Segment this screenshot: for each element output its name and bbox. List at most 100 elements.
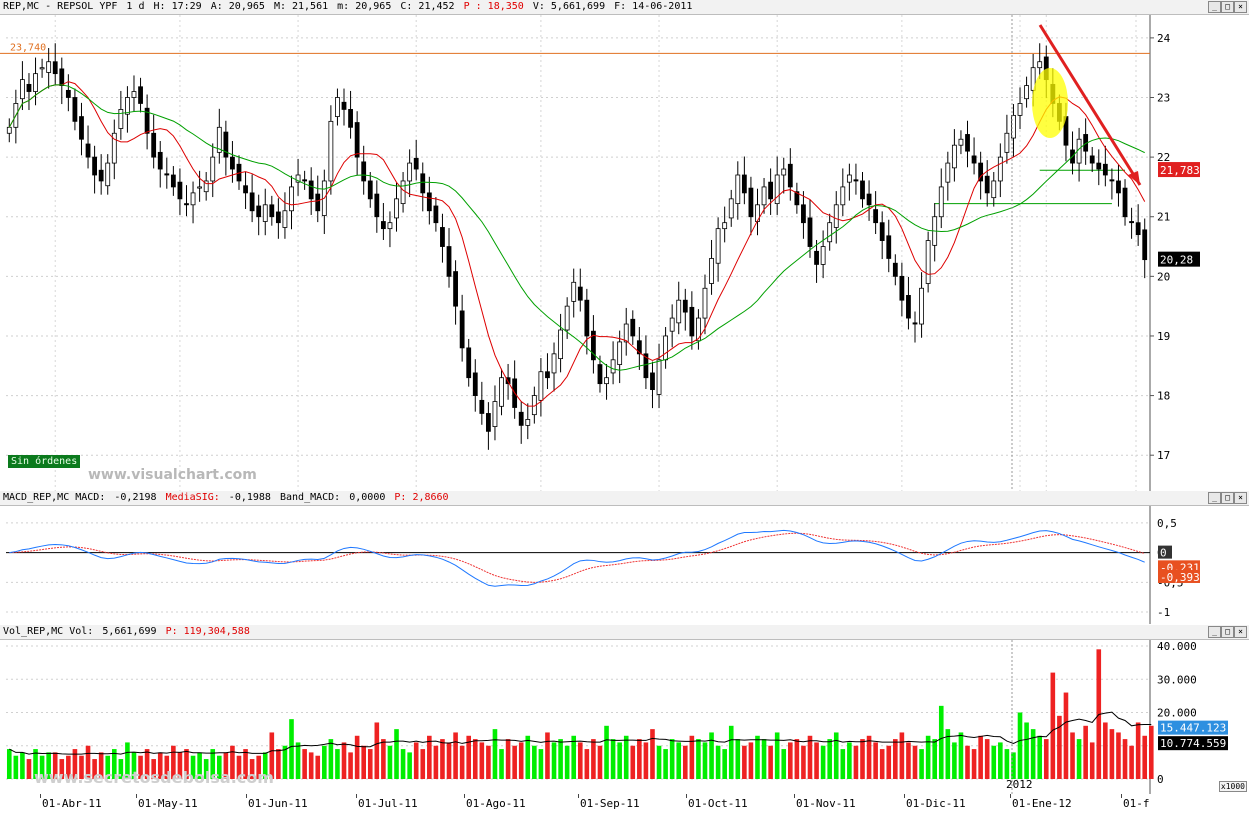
volume-bar — [748, 742, 754, 779]
volume-bar — [302, 749, 307, 779]
candle — [1135, 222, 1141, 236]
volume-bar — [374, 722, 380, 779]
candle — [479, 399, 485, 414]
candle — [551, 353, 557, 374]
candle — [774, 174, 780, 205]
close-icon[interactable]: × — [1234, 1, 1247, 13]
candle — [696, 317, 701, 342]
candle — [984, 175, 990, 194]
volume-bar — [1030, 729, 1036, 779]
volume-bar — [72, 749, 78, 779]
volume-bar — [761, 739, 767, 779]
candle — [965, 134, 970, 152]
volume-bar — [938, 705, 944, 779]
volume-bar — [630, 745, 636, 779]
volume-bar — [230, 745, 235, 779]
volume-bar — [26, 759, 32, 779]
price-chart[interactable]: 17 18 19 20 21 22 23 24 23,740 21,783 20,28 — [0, 15, 1249, 491]
x-tick-mark — [40, 794, 41, 798]
volume-bar — [998, 742, 1003, 779]
candle — [105, 162, 111, 187]
vol-ma-box — [1158, 736, 1228, 751]
candle — [991, 180, 997, 199]
volume-bar — [1017, 712, 1023, 779]
close-icon[interactable]: × — [1234, 492, 1247, 504]
x-tick-label: 01-Jun-11 — [248, 797, 308, 810]
candle — [380, 221, 386, 230]
minimize-icon[interactable]: _ — [1208, 626, 1221, 638]
candle — [446, 246, 452, 277]
candle — [899, 275, 905, 301]
macd-chart[interactable]: -1-0,500,50-0,231-0,393 — [0, 506, 1249, 624]
candle — [210, 156, 216, 182]
volume-bar — [105, 755, 111, 779]
volume-bar — [1011, 752, 1016, 779]
volume-bar — [190, 755, 196, 779]
candle — [643, 353, 649, 379]
candle — [111, 132, 117, 164]
volume-bar — [111, 749, 117, 779]
x-tick-mark — [794, 794, 795, 798]
candle — [243, 185, 248, 194]
volume-chart[interactable]: 010.00020.00030.00040.00015.447.12310.77… — [0, 640, 1249, 794]
volume-bar — [840, 749, 846, 779]
volume-bar — [472, 739, 478, 779]
minimize-icon[interactable]: _ — [1208, 492, 1221, 504]
candle — [787, 163, 793, 188]
x-tick-mark — [1010, 794, 1011, 798]
maximize-icon[interactable]: □ — [1221, 626, 1234, 638]
volume-bar — [33, 749, 38, 779]
x-tick-label: 01-Dic-11 — [906, 797, 966, 810]
volume-bar — [558, 739, 563, 779]
x-tick-mark — [1121, 794, 1122, 798]
volume-bar — [788, 742, 793, 779]
candle — [348, 109, 353, 128]
volume-bar — [1135, 722, 1141, 779]
volume-bar — [728, 725, 734, 779]
candle — [223, 131, 229, 158]
candle — [807, 217, 813, 247]
volume-bar — [532, 745, 537, 779]
candle — [676, 299, 682, 324]
candle — [840, 186, 846, 206]
maximize-icon[interactable]: □ — [1221, 492, 1234, 504]
volume-bar — [801, 745, 806, 779]
candle — [269, 204, 275, 218]
maximize-icon[interactable]: □ — [1221, 1, 1234, 13]
volume-bar — [925, 735, 931, 779]
candle — [33, 73, 38, 92]
candle — [341, 101, 347, 110]
candle — [919, 287, 924, 325]
volume-bar — [348, 752, 353, 779]
candle — [131, 91, 137, 98]
x-tick-label: 01-Ene-12 — [1012, 797, 1072, 810]
candle — [354, 122, 360, 158]
volume-bar — [584, 749, 590, 779]
x-tick-mark — [356, 794, 357, 798]
minimize-icon[interactable]: _ — [1208, 1, 1221, 13]
candle — [177, 181, 183, 200]
candle — [1102, 163, 1108, 176]
volume-bar — [538, 749, 544, 779]
close-icon[interactable]: × — [1234, 626, 1247, 638]
x-tick-mark — [136, 794, 137, 798]
candle — [892, 262, 898, 277]
candle — [1030, 67, 1036, 91]
volume-bar — [13, 755, 19, 779]
y-tick-label: 17 — [1157, 449, 1170, 462]
volume-bar — [971, 749, 977, 779]
volume-bar — [932, 739, 937, 779]
volume-bar — [420, 749, 426, 779]
volume-bar — [118, 759, 124, 779]
candle — [295, 174, 301, 183]
volume-bar — [125, 742, 130, 779]
volume-bar — [459, 745, 465, 779]
candle — [394, 198, 399, 219]
candle — [748, 187, 754, 218]
volume-bar — [308, 752, 314, 779]
candle — [623, 323, 629, 343]
volume-bar — [715, 745, 721, 779]
y-tick-label: 18 — [1157, 390, 1170, 403]
volume-bar — [755, 735, 760, 779]
candle — [308, 180, 314, 200]
